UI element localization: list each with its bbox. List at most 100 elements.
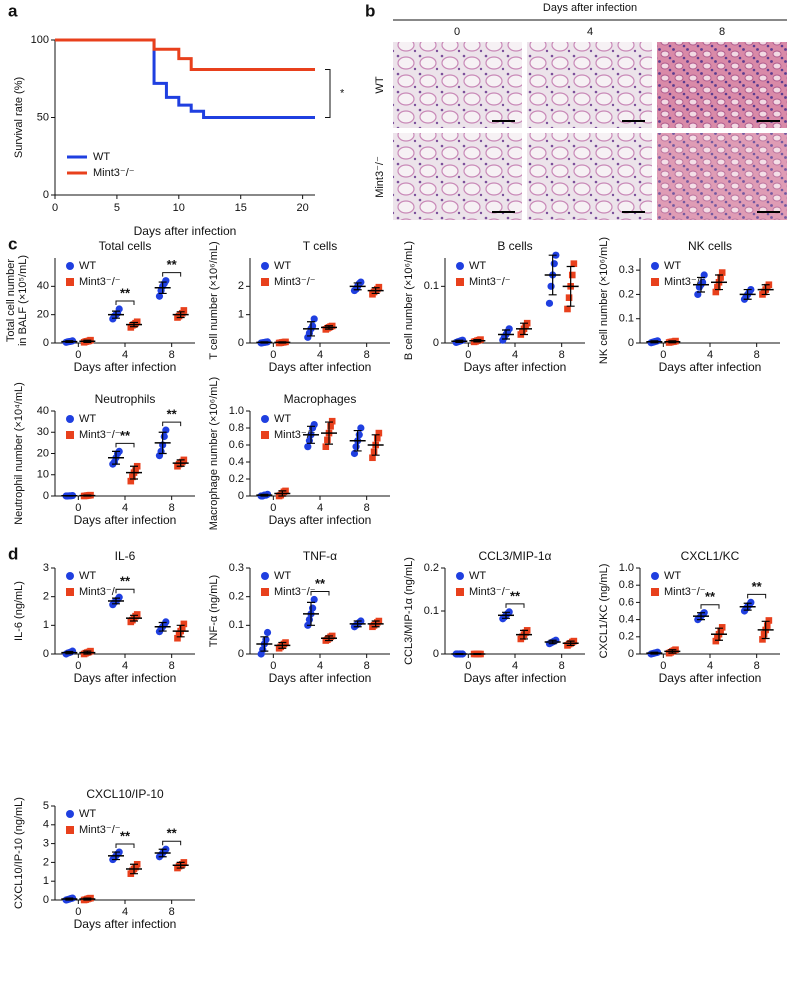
y-tick-label: 3 — [43, 838, 49, 850]
legend-label: Mint3⁻/⁻ — [469, 586, 511, 598]
chart-title: B cells — [497, 239, 532, 253]
y-tick-label: 0.6 — [229, 439, 244, 451]
legend-swatch — [651, 588, 659, 596]
data-point — [506, 325, 513, 332]
legend-swatch — [66, 278, 74, 286]
x-tick-label: 4 — [317, 502, 323, 514]
y-tick-label: 0 — [433, 337, 439, 349]
legend-swatch — [66, 415, 74, 423]
significance-bracket — [116, 443, 134, 447]
x-tick-label: 4 — [707, 660, 713, 672]
y-tick-label: 20 — [37, 309, 49, 321]
x-tick-label: 4 — [317, 660, 323, 672]
legend-swatch — [456, 278, 464, 286]
x-tick-label: 20 — [296, 202, 308, 214]
x-tick-label: 0 — [660, 349, 666, 361]
y-tick-label: 1.0 — [229, 405, 244, 417]
x-tick-label: 4 — [317, 349, 323, 361]
column-label: 0 — [454, 26, 460, 38]
y-axis-label: CXCL1/KC (ng/mL) — [598, 564, 610, 659]
x-axis-label: Days after infection — [74, 513, 177, 527]
significance-bracket — [116, 301, 134, 305]
y-tick-label: 40 — [37, 280, 49, 292]
panel-label: d — [8, 544, 18, 563]
x-tick-label: 8 — [754, 660, 760, 672]
significance-bracket — [163, 422, 181, 426]
legend-label: Mint3⁻/⁻ — [469, 276, 511, 288]
y-tick-label: 0.2 — [424, 562, 439, 574]
legend-swatch — [651, 278, 659, 286]
legend-label: WT — [274, 570, 291, 582]
x-tick-label: 0 — [75, 349, 81, 361]
legend-label: Mint3⁻/⁻ — [274, 586, 316, 598]
x-axis-label: Days after infection — [134, 224, 237, 238]
x-tick-label: 4 — [707, 349, 713, 361]
y-tick-label: 0.4 — [619, 614, 634, 626]
y-tick-label: 1 — [43, 875, 49, 887]
x-tick-label: 8 — [754, 349, 760, 361]
significance-label: ** — [705, 589, 716, 604]
legend-label: Mint3⁻/⁻ — [79, 586, 121, 598]
x-tick-label: 0 — [465, 660, 471, 672]
data-point — [329, 418, 336, 425]
y-tick-label: 0.1 — [619, 313, 634, 325]
legend-swatch — [66, 826, 74, 834]
x-tick-label: 15 — [235, 202, 247, 214]
micrograph — [657, 133, 787, 220]
legend-swatch — [261, 431, 269, 439]
y-tick-label: 0.2 — [619, 288, 634, 300]
legend-swatch — [66, 262, 74, 270]
significance-bracket — [701, 605, 719, 609]
y-tick-label: 0 — [433, 648, 439, 660]
sd-bar — [260, 342, 268, 343]
legend-label: Mint3⁻/⁻ — [93, 167, 135, 179]
micrograph — [393, 42, 522, 128]
x-axis-label: Days after infection — [464, 360, 567, 374]
significance-label: ** — [120, 285, 131, 300]
y-tick-label: 0 — [43, 894, 49, 906]
significance-bracket — [163, 841, 181, 845]
legend-label: Mint3⁻/⁻ — [79, 276, 121, 288]
data-point — [357, 278, 364, 285]
legend-label: WT — [79, 808, 96, 820]
x-tick-label: 8 — [169, 906, 175, 918]
row-label: WT — [374, 76, 386, 93]
y-axis-label: IL-6 (ng/mL) — [13, 581, 25, 641]
x-tick-label: 0 — [75, 502, 81, 514]
y-tick-label: 2 — [43, 856, 49, 868]
x-tick-label: 8 — [169, 660, 175, 672]
y-tick-label: 0 — [238, 648, 244, 660]
data-point — [181, 621, 188, 628]
legend-label: WT — [93, 151, 110, 163]
chart-title: Neutrophils — [95, 392, 156, 406]
chart-title: CXCL1/KC — [681, 549, 740, 563]
legend-label: WT — [274, 260, 291, 272]
significance-label: ** — [167, 407, 178, 422]
x-axis-label: Days after infection — [74, 917, 177, 931]
legend-swatch — [66, 588, 74, 596]
data-point — [566, 294, 573, 301]
sd-bar — [83, 495, 91, 496]
y-tick-label: 1 — [43, 619, 49, 631]
sd-bar — [455, 654, 463, 655]
micrograph — [527, 133, 652, 220]
y-axis-label: Total cell number — [5, 259, 17, 342]
data-point — [719, 624, 726, 631]
x-tick-label: 5 — [114, 202, 120, 214]
y-tick-label: 0 — [43, 337, 49, 349]
column-label: 4 — [587, 26, 593, 38]
significance-bracket — [163, 273, 181, 277]
y-tick-label: 2 — [238, 280, 244, 292]
significance-bracket — [116, 844, 134, 848]
y-tick-label: 0.8 — [619, 579, 634, 591]
legend-swatch — [66, 810, 74, 818]
y-tick-label: 0.8 — [229, 422, 244, 434]
legend-swatch — [261, 262, 269, 270]
data-point — [309, 605, 316, 612]
y-tick-label: 0.3 — [619, 264, 634, 276]
y-tick-label: 0.1 — [424, 280, 439, 292]
sd-bar — [473, 654, 481, 655]
y-tick-label: 0.6 — [619, 596, 634, 608]
legend-label: Mint3⁻/⁻ — [274, 276, 316, 288]
x-axis-label: Days after infection — [74, 671, 177, 685]
